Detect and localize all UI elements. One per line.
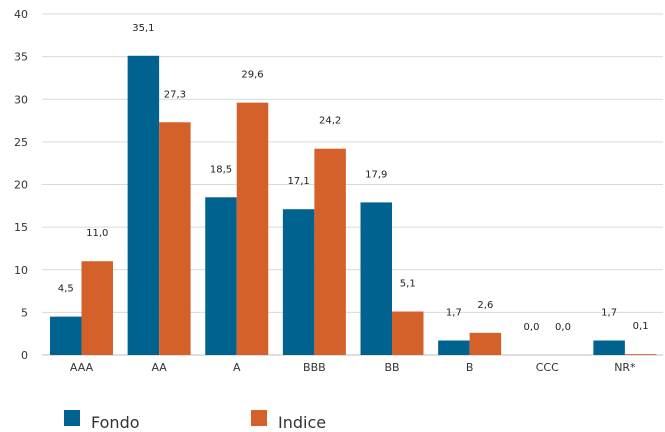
data-label: 5,1 bbox=[400, 279, 416, 290]
x-tick-label: CCC bbox=[536, 361, 559, 374]
x-tick-label: AA bbox=[151, 361, 167, 374]
y-tick-label: 0 bbox=[21, 349, 28, 362]
y-tick-label: 25 bbox=[14, 136, 28, 149]
y-tick-label: 40 bbox=[14, 8, 28, 21]
bar-fondo-bbb bbox=[282, 209, 315, 355]
y-tick-label: 35 bbox=[14, 51, 28, 64]
x-tick-label: B bbox=[466, 361, 474, 374]
data-label: 18,5 bbox=[210, 164, 232, 175]
bar-fondo-a bbox=[205, 197, 237, 355]
x-tick-label: A bbox=[233, 361, 241, 374]
bar-indice-aaa bbox=[81, 261, 113, 355]
bar-indice-nr bbox=[624, 354, 657, 355]
x-tick-label: BBB bbox=[303, 361, 326, 374]
y-tick-label: 15 bbox=[14, 221, 28, 234]
data-label: 1,7 bbox=[601, 308, 617, 319]
data-label: 1,7 bbox=[446, 308, 462, 319]
data-label: 29,6 bbox=[241, 70, 263, 81]
legend-label-fondo: Fondo bbox=[91, 413, 140, 432]
data-label: 4,5 bbox=[58, 284, 74, 295]
data-label: 0,0 bbox=[524, 322, 540, 333]
bar-fondo-aaa bbox=[50, 316, 82, 355]
y-tick-label: 5 bbox=[21, 306, 28, 319]
y-axis-ticks: 0 5 10 15 20 25 30 35 40 bbox=[14, 8, 28, 362]
bar-fondo-b bbox=[438, 340, 470, 355]
data-label: 24,2 bbox=[319, 116, 341, 127]
bar-fondo-aa bbox=[127, 55, 160, 356]
x-tick-label: NR* bbox=[614, 361, 636, 374]
y-tick-label: 20 bbox=[14, 179, 28, 192]
y-tick-label: 30 bbox=[14, 93, 28, 106]
data-label: 0,1 bbox=[633, 321, 649, 332]
data-labels: 4,5 11,0 35,1 27,3 18,5 29,6 17,1 24,2 17,9 5,1 1,… bbox=[58, 23, 649, 333]
bar-fondo-bb bbox=[360, 202, 392, 355]
legend-swatch-fondo bbox=[64, 410, 80, 426]
bar-indice-aa bbox=[159, 122, 191, 355]
data-label: 35,1 bbox=[132, 23, 154, 34]
data-label: 0,0 bbox=[555, 322, 571, 333]
data-label: 17,1 bbox=[287, 176, 309, 187]
data-label: 17,9 bbox=[365, 169, 387, 180]
legend-swatch-indice bbox=[251, 410, 267, 426]
bar-fondo-nr bbox=[593, 340, 625, 355]
x-tick-label: BB bbox=[384, 361, 399, 374]
data-label: 11,0 bbox=[86, 228, 108, 239]
x-axis-ticks: AAA AA A BBB BB B CCC NR* bbox=[70, 361, 636, 374]
bar-indice-bb bbox=[392, 311, 424, 355]
legend-label-indice: Indice bbox=[278, 413, 326, 432]
bars bbox=[50, 55, 657, 356]
bar-indice-bbb bbox=[314, 148, 346, 355]
data-label: 27,3 bbox=[164, 89, 186, 100]
y-tick-label: 10 bbox=[14, 264, 28, 277]
legend: Fondo Indice bbox=[64, 410, 326, 432]
x-tick-label: AAA bbox=[70, 361, 94, 374]
bar-indice-a bbox=[236, 102, 269, 355]
bar-indice-b bbox=[469, 332, 502, 355]
data-label: 2,6 bbox=[477, 300, 493, 311]
